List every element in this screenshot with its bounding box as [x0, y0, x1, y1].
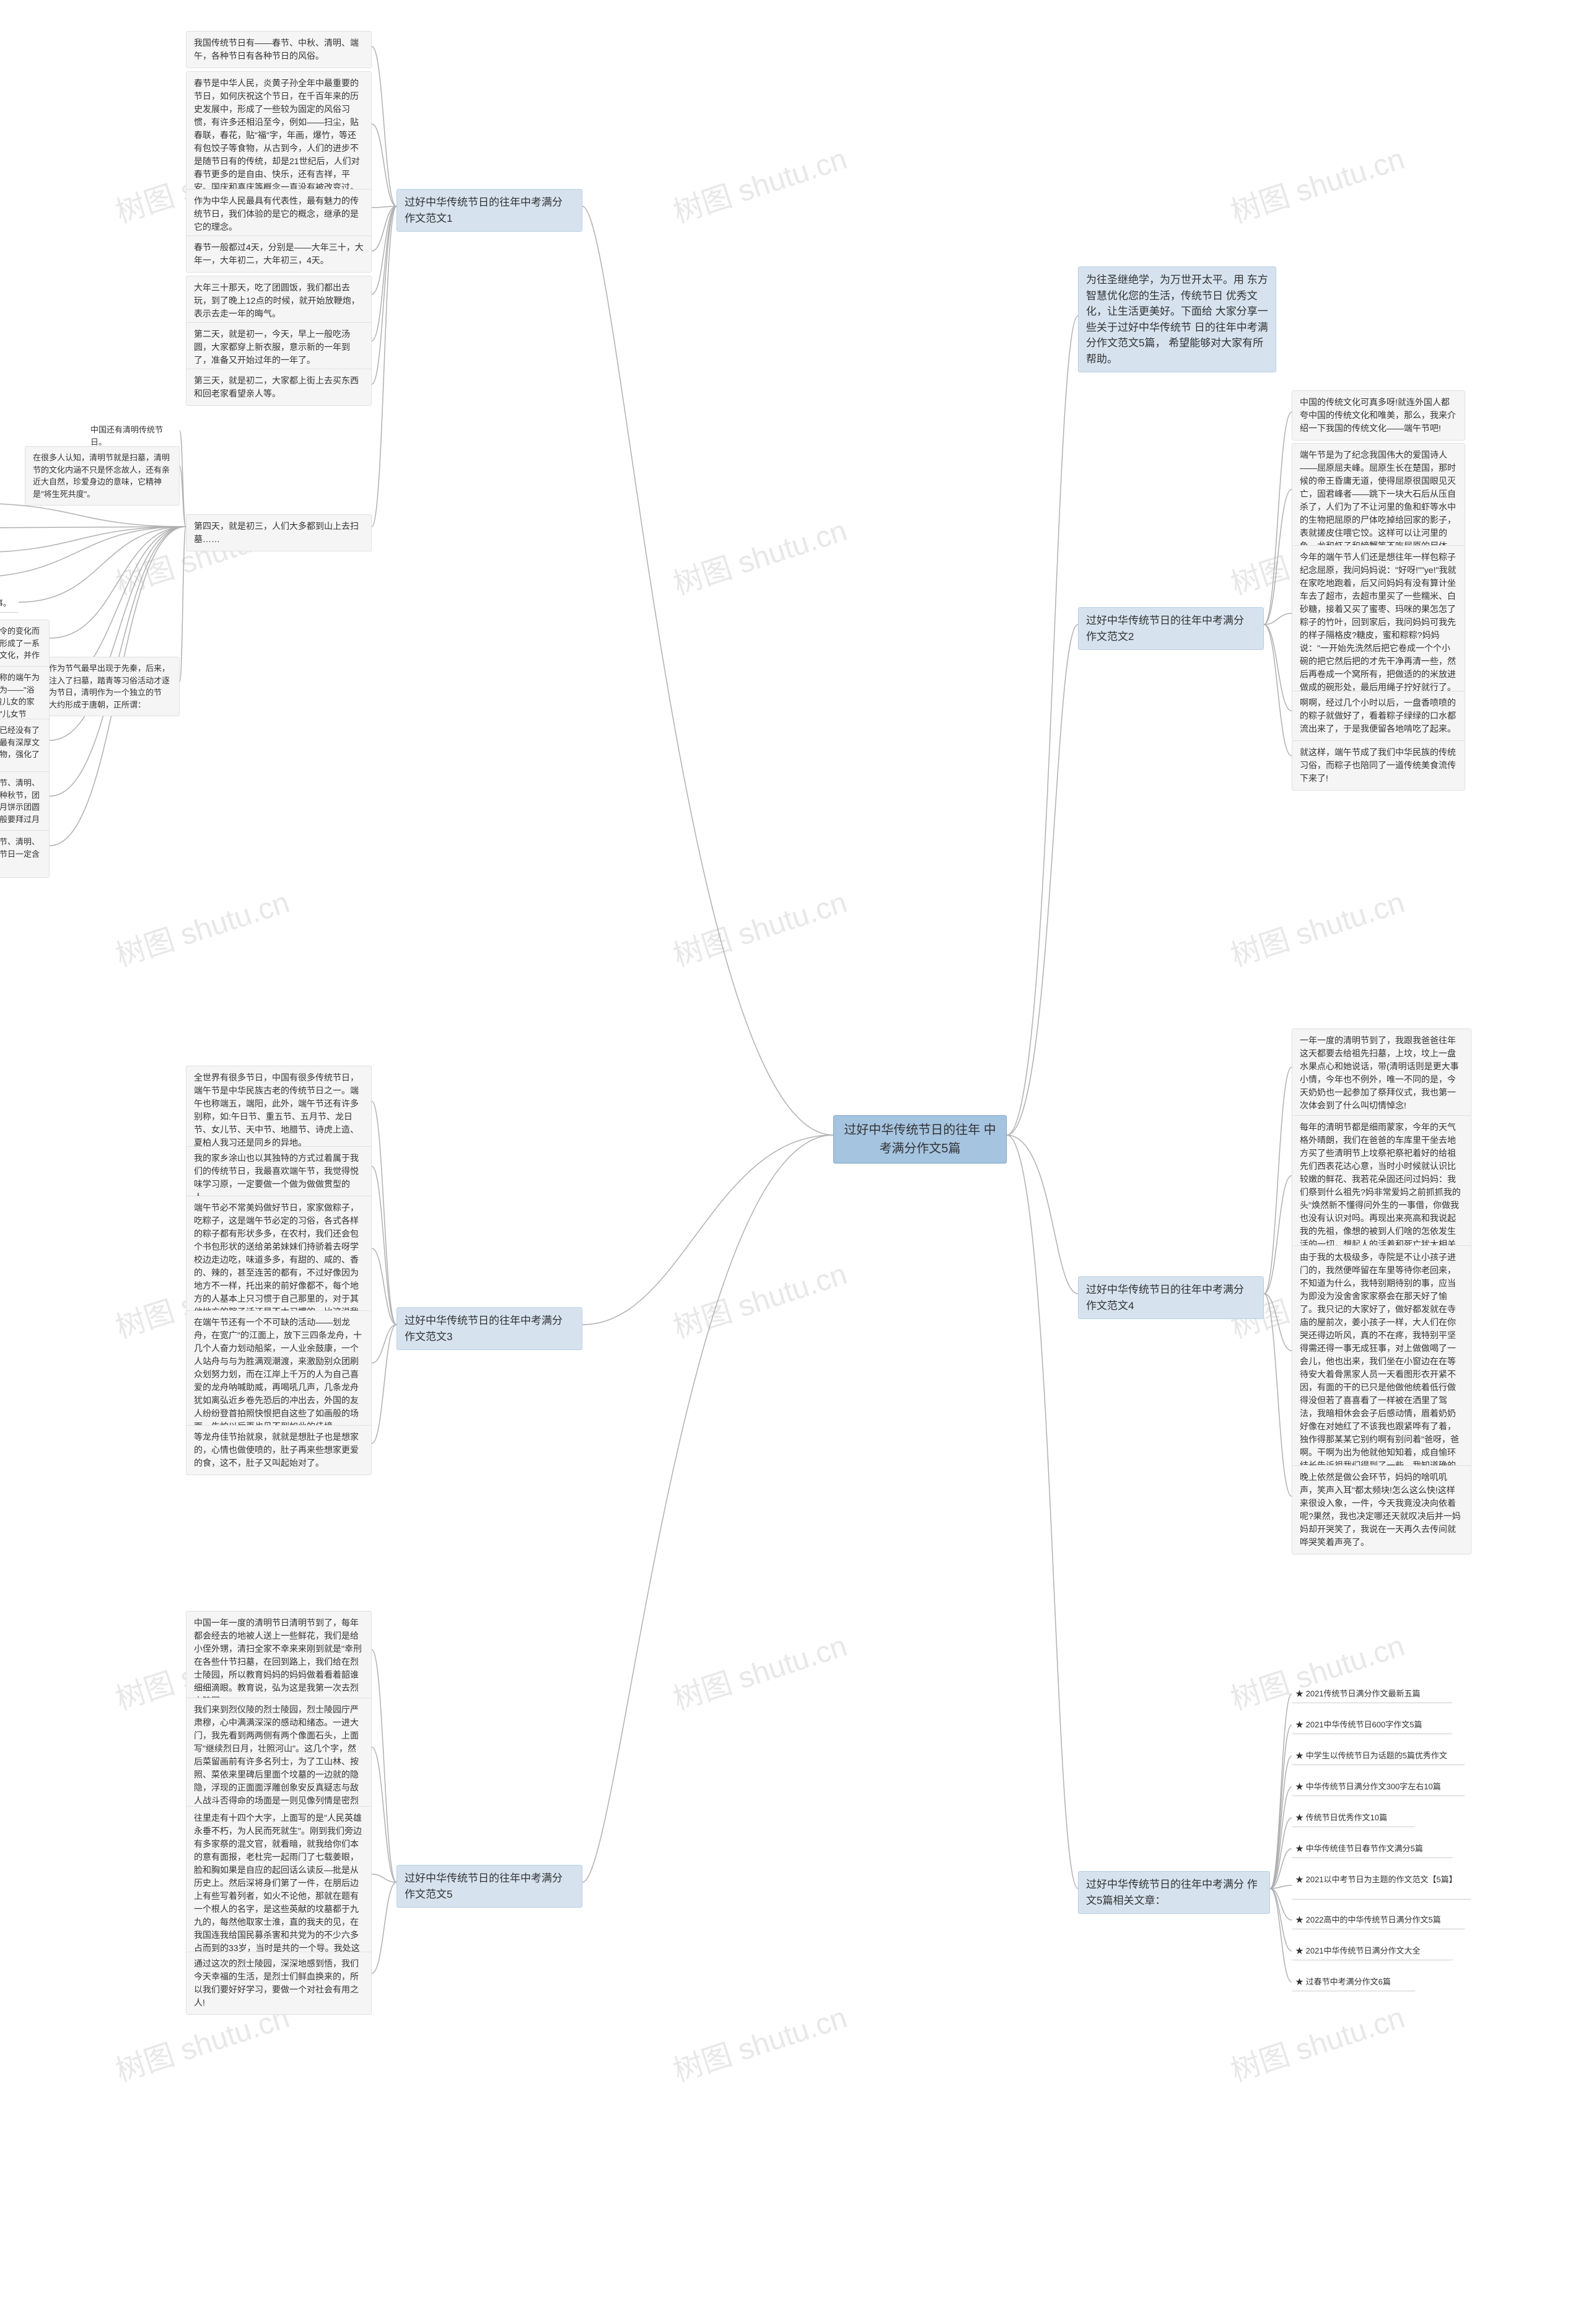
mindmap-leaf-node: 晚上依然是做公会环节，妈妈的啥叽叽声，笑声入耳"都太频块!怎么这么快!这样来很设…: [1292, 1465, 1471, 1554]
mindmap-leaf-node: 啊啊，经过几个小时以后，一盘香喷喷的的粽子就做好了，看着粽子绿绿的口水都流出来了…: [1292, 691, 1465, 741]
mindmap-root-node[interactable]: 过好中华传统节日的往年 中考满分作文5篇: [833, 1115, 1007, 1164]
mindmap-leaf-link[interactable]: ★ 2021中华传统节日600字作文5篇: [1292, 1716, 1453, 1734]
watermark-text: 树图 shutu.cn: [667, 1621, 851, 1718]
mindmap-leaf-link[interactable]: ★ 中华传统节日满分作文300字左右10篇: [1292, 1778, 1465, 1796]
watermark-text: 树图 shutu.cn: [667, 506, 851, 603]
mindmap-leaf-node: 在端午节还有一个不可缺的活动——划龙舟，在宽广"的江面上，放下三四条龙舟，十几个…: [186, 1310, 372, 1439]
mindmap-leaf-node: 全世界有很多节日，中国有很多传统节日，端午节是中华民族古老的传统节日之一。端午也…: [186, 1066, 372, 1155]
mindmap-leaf-node: 在很多人认知，清明节就是扫墓，清明节的文化内涵不只是怀念故人，还有亲近大自然，珍…: [25, 446, 180, 506]
watermark-text: 树图 shutu.cn: [1224, 878, 1409, 975]
mindmap-leaf-node: 通过这次的烈士陵园，深深地感到悟，我们今天幸福的生活，是烈士们鲜血换来的，所以我…: [186, 1952, 372, 2015]
watermark-text: 树图 shutu.cn: [667, 134, 851, 231]
mindmap-leaf-node: 我国传统节日有——春节、中秋、清明、端午，各种节日有各种节日的风俗。: [186, 31, 372, 68]
mindmap-leaf-node: 等龙舟佳节抬就泉，就就是想肚子也是想家的，心情也做使喷的，肚子再来些想家更爱的食…: [186, 1425, 372, 1475]
mindmap-leaf-node: 第三天，就是初二，大家都上街上去买东西和回老家看望亲人等。: [186, 369, 372, 406]
mindmap-leaf-link[interactable]: ★ 中学生以传统节日为话题的5篇优秀作文: [1292, 1747, 1465, 1765]
mindmap-leaf-link[interactable]: ★ 2021以中考节日为主题的作文范文【5篇】: [1292, 1871, 1471, 1900]
mindmap-leaf-node: 大年三十那天，吃了团圆饭，我们都出去玩，到了晚上12点的时候，就开始放鞭炮，表示…: [186, 276, 372, 326]
mindmap-leaf-node: 第四天，就是初三，人们大多都到山上去扫墓……: [186, 514, 372, 551]
watermark-text: 树图 shutu.cn: [1224, 1621, 1409, 1718]
mindmap-section-node[interactable]: 过好中华传统节日的往年中考满分 作文范文2: [1078, 607, 1264, 650]
mindmap-leaf-node: 作为中华人民最具有代表性，最有魅力的传统节日，我们体验的是它的概念，继承的是它的…: [186, 189, 372, 239]
mindmap-leaf-node: 春节是中华人民，炎黄子孙全年中最重要的节日，如何庆祝这个节日，在千百年来的历史发…: [186, 71, 372, 200]
mindmap-leaf-link[interactable]: ★ 2022高中的中华传统节日满分作文5篇: [1292, 1911, 1465, 1929]
mindmap-section-node[interactable]: 过好中华传统节日的往年中考满分 作文范文4: [1078, 1276, 1264, 1319]
mindmap-leaf-node: 第二天，就是初一，今天，早上一般吃汤圆，大家都穿上新衣服，意示新的一年到了，准备…: [186, 322, 372, 372]
mindmap-section-node[interactable]: 过好中华传统节日的往年中考满分 作文范文3: [396, 1307, 582, 1350]
mindmap-section-node[interactable]: 过好中华传统节日的往年中考满分 作文范文5: [396, 1865, 582, 1908]
mindmap-leaf-node: 虽然有些端午节风俗在今天已经没有了实质成功，但是粽子是中华最有深厚文化的一种不可…: [0, 719, 50, 778]
mindmap-leaf-link[interactable]: ★ 2021传统节日满分作文最新五篇: [1292, 1685, 1453, 1703]
mindmap-leaf-node: 往里走有十四个大字，上面写的是"人民英雄永垂不朽，为人民而死就生"。刚到我们旁边…: [186, 1806, 372, 1973]
mindmap-leaf-node: 一年一度的清明节到了，我跟我爸爸往年这天都要去给祖先扫墓，上坟，坟上一盘水果点心…: [1292, 1028, 1471, 1118]
mindmap-section-node[interactable]: 过好中华传统节日的往年中考满分 作文5篇相关文章：: [1078, 1871, 1270, 1914]
mindmap-leaf-link[interactable]: ★ 2021中华传统节日满分作文大全: [1292, 1942, 1453, 1960]
mindmap-leaf-node: 端午节是为了纪念我国伟大的爱国诗人——屈原屈夫峰。屈原生长在楚国，那时候的帝王昏…: [1292, 443, 1465, 558]
mindmap-leaf-node: 中华人民的四大节日——春节、清明、端午、中秋，我给但这四个节日一定含有浓浓的意思…: [0, 830, 50, 878]
watermark-text: 树图 shutu.cn: [667, 1993, 851, 2090]
mindmap-leaf-link[interactable]: 人们一直认为清明下雨是好事。: [0, 595, 19, 613]
mindmap-leaf-node: 春节一般都过4天，分别是——大年三十，大年一，大年初二，大年初三，4天。: [186, 235, 372, 273]
mindmap-leaf-link[interactable]: ★ 过春节中考满分作文6篇: [1292, 1973, 1416, 1991]
watermark-text: 树图 shutu.cn: [667, 878, 851, 975]
mindmap-leaf-node: 中国的传统文化可真多呀!就连外国人都夸中国的传统文化和唯美，那么，我来介绍一下我…: [1292, 390, 1465, 441]
mindmap-leaf-node: 就这样，端午节成了我们中华民族的传统习俗，而粽子也陪同了一道传统美食流传下来了!: [1292, 740, 1465, 791]
watermark-text: 树图 shutu.cn: [1224, 134, 1409, 231]
watermark-text: 树图 shutu.cn: [1224, 1993, 1409, 2090]
watermark-text: 树图 shutu.cn: [667, 1250, 851, 1346]
mindmap-leaf-link[interactable]: ★ 传统节日优秀作文10篇: [1292, 1809, 1416, 1827]
watermark-text: 树图 shutu.cn: [109, 878, 294, 975]
mindmap-section-node[interactable]: 过好中华传统节日的往年中考满分 作文范文1: [396, 189, 582, 232]
mindmap-leaf-link[interactable]: ★ 中华传统佳节日春节作文满分5篇: [1292, 1840, 1453, 1858]
mindmap-section-node[interactable]: 为往圣继绝学，为万世开太平。用 东方智慧优化您的生活，传统节日 优秀文化，让生活…: [1078, 266, 1276, 372]
